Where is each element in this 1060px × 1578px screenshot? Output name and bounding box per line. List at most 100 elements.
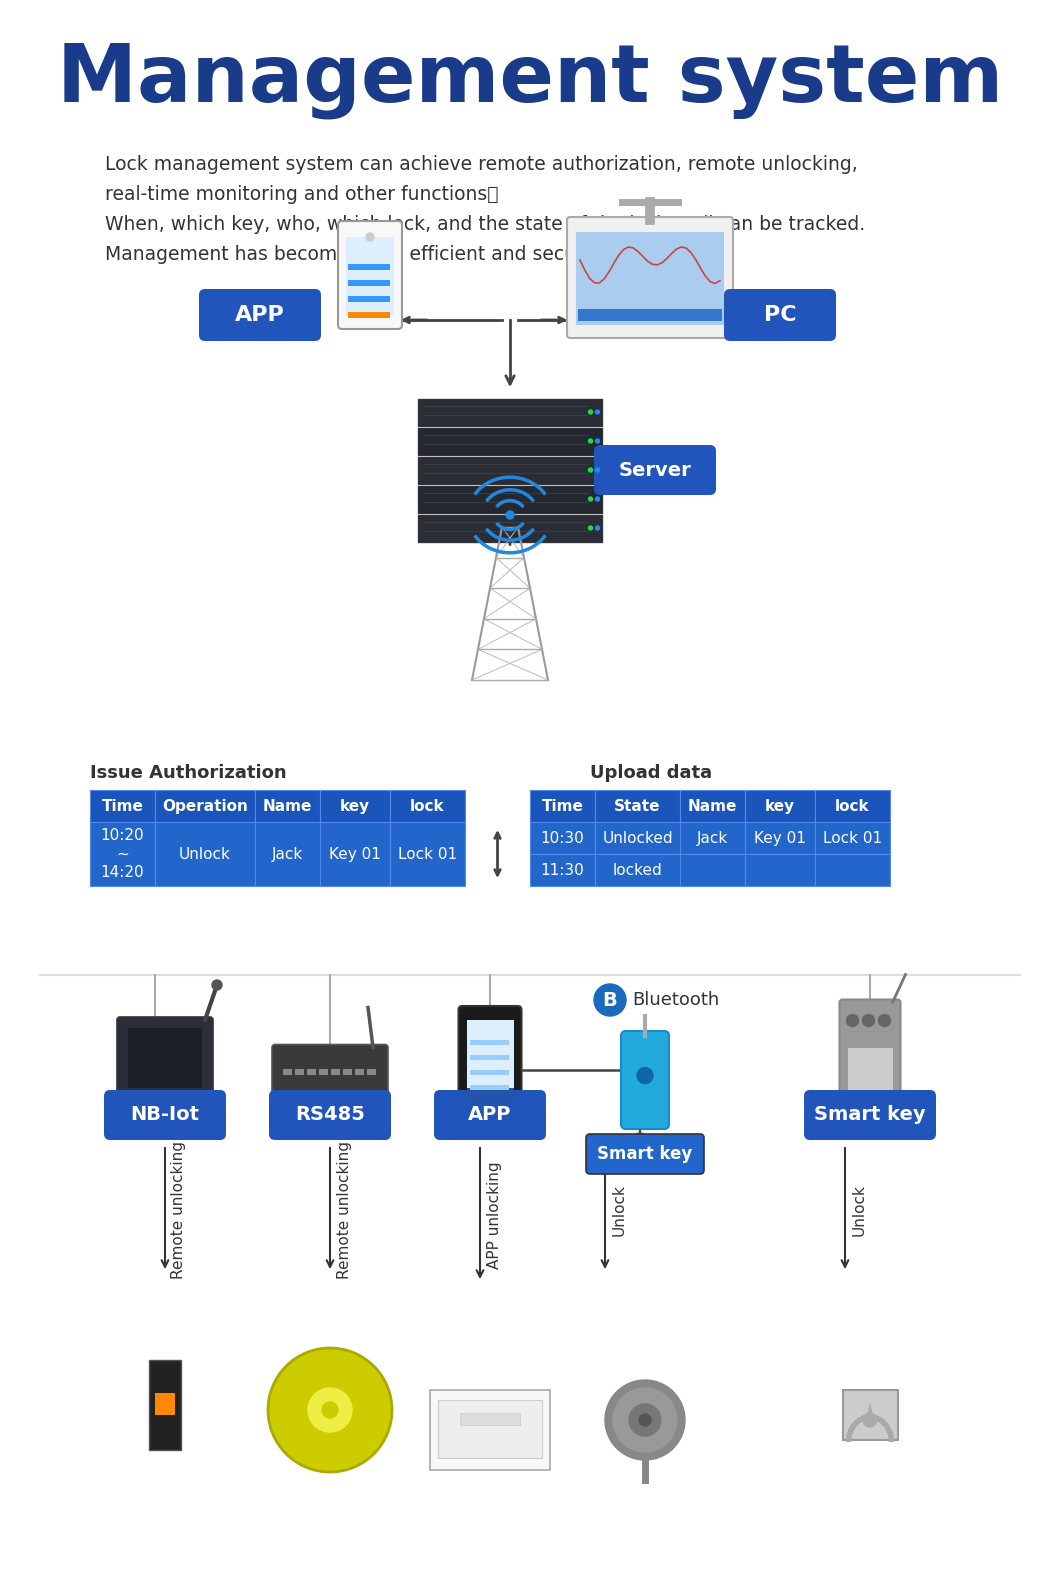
Bar bbox=[576, 232, 724, 325]
Bar bbox=[430, 1390, 550, 1471]
Bar bbox=[367, 1068, 376, 1075]
FancyBboxPatch shape bbox=[803, 1090, 936, 1139]
Bar bbox=[745, 854, 815, 885]
Text: Management has become more efficient and secure.: Management has become more efficient and… bbox=[105, 245, 601, 264]
Text: real-time monitoring and other functions。: real-time monitoring and other functions… bbox=[105, 185, 498, 204]
FancyBboxPatch shape bbox=[434, 1090, 546, 1139]
Text: Name: Name bbox=[688, 798, 737, 814]
Circle shape bbox=[322, 1401, 338, 1419]
FancyBboxPatch shape bbox=[199, 289, 321, 341]
FancyBboxPatch shape bbox=[104, 1090, 226, 1139]
Bar bbox=[348, 297, 390, 301]
Text: 10:30: 10:30 bbox=[541, 830, 584, 846]
Text: key: key bbox=[765, 798, 795, 814]
Bar bbox=[745, 791, 815, 822]
Circle shape bbox=[588, 410, 593, 413]
Circle shape bbox=[366, 234, 374, 241]
Circle shape bbox=[596, 469, 600, 472]
Bar bbox=[90, 822, 155, 885]
Text: lock: lock bbox=[835, 798, 870, 814]
Text: Smart key: Smart key bbox=[814, 1106, 925, 1125]
Text: Issue Authorization: Issue Authorization bbox=[90, 764, 286, 783]
Circle shape bbox=[613, 1389, 677, 1452]
Bar bbox=[348, 279, 390, 286]
Bar bbox=[815, 854, 890, 885]
Text: When, which key, who, which lock, and the state of the lock，  All can be tracked: When, which key, who, which lock, and th… bbox=[105, 215, 865, 234]
Circle shape bbox=[596, 439, 600, 443]
Text: Server: Server bbox=[619, 461, 691, 480]
Circle shape bbox=[847, 1015, 859, 1027]
Bar bbox=[90, 791, 465, 885]
Text: NB-Iot: NB-Iot bbox=[130, 1106, 199, 1125]
Circle shape bbox=[308, 1389, 352, 1431]
Bar bbox=[418, 514, 602, 543]
Circle shape bbox=[863, 1412, 877, 1427]
Bar bbox=[418, 399, 602, 426]
Text: Smart key: Smart key bbox=[598, 1146, 692, 1163]
Bar bbox=[815, 822, 890, 854]
Bar bbox=[355, 1068, 364, 1075]
Circle shape bbox=[212, 980, 222, 989]
Bar bbox=[681, 822, 745, 854]
Text: Remote unlocking: Remote unlocking bbox=[336, 1141, 352, 1280]
Text: APP: APP bbox=[469, 1106, 512, 1125]
Bar bbox=[331, 1068, 340, 1075]
Bar bbox=[530, 791, 890, 885]
Text: Upload data: Upload data bbox=[590, 764, 712, 783]
Bar bbox=[255, 822, 320, 885]
Bar bbox=[149, 1360, 181, 1450]
Circle shape bbox=[639, 1414, 651, 1427]
Bar bbox=[348, 264, 390, 270]
Bar bbox=[470, 1070, 509, 1075]
FancyBboxPatch shape bbox=[840, 999, 901, 1120]
Text: Jack: Jack bbox=[696, 830, 728, 846]
FancyBboxPatch shape bbox=[621, 1030, 669, 1128]
Bar bbox=[319, 1068, 328, 1075]
Bar bbox=[320, 791, 390, 822]
FancyBboxPatch shape bbox=[594, 445, 716, 495]
Text: Unlock: Unlock bbox=[851, 1184, 866, 1236]
Text: key: key bbox=[340, 798, 370, 814]
Bar bbox=[155, 791, 255, 822]
FancyBboxPatch shape bbox=[567, 218, 734, 338]
Text: B: B bbox=[603, 991, 617, 1010]
Text: State: State bbox=[614, 798, 660, 814]
Text: Unlock: Unlock bbox=[179, 846, 231, 862]
Text: Time: Time bbox=[542, 798, 583, 814]
Bar bbox=[438, 1400, 542, 1458]
Circle shape bbox=[588, 525, 593, 530]
Bar bbox=[470, 1056, 509, 1060]
Circle shape bbox=[863, 1015, 874, 1027]
FancyBboxPatch shape bbox=[117, 1016, 213, 1103]
FancyBboxPatch shape bbox=[269, 1090, 391, 1139]
Bar bbox=[283, 1068, 292, 1075]
Bar bbox=[255, 791, 320, 822]
Circle shape bbox=[268, 1348, 392, 1472]
Bar bbox=[466, 1087, 513, 1101]
Bar bbox=[307, 1068, 316, 1075]
Bar bbox=[320, 822, 390, 885]
Bar bbox=[595, 854, 681, 885]
Bar bbox=[348, 312, 390, 319]
Circle shape bbox=[596, 410, 600, 413]
Text: Lock management system can achieve remote authorization, remote unlocking,: Lock management system can achieve remot… bbox=[105, 155, 858, 174]
Circle shape bbox=[588, 469, 593, 472]
Bar bbox=[128, 1027, 202, 1087]
Text: Remote unlocking: Remote unlocking bbox=[172, 1141, 187, 1280]
Text: Jack: Jack bbox=[271, 846, 303, 862]
Bar bbox=[470, 1086, 509, 1090]
Circle shape bbox=[605, 1381, 685, 1460]
Circle shape bbox=[594, 985, 626, 1016]
Circle shape bbox=[596, 525, 600, 530]
Bar bbox=[390, 791, 465, 822]
Bar bbox=[595, 822, 681, 854]
Circle shape bbox=[629, 1404, 661, 1436]
Text: Key 01: Key 01 bbox=[329, 846, 381, 862]
Bar bbox=[530, 822, 595, 854]
Bar bbox=[155, 1393, 175, 1415]
Bar bbox=[343, 1068, 352, 1075]
FancyBboxPatch shape bbox=[272, 1045, 388, 1106]
Circle shape bbox=[588, 439, 593, 443]
Bar bbox=[470, 1040, 509, 1045]
Circle shape bbox=[879, 1015, 890, 1027]
